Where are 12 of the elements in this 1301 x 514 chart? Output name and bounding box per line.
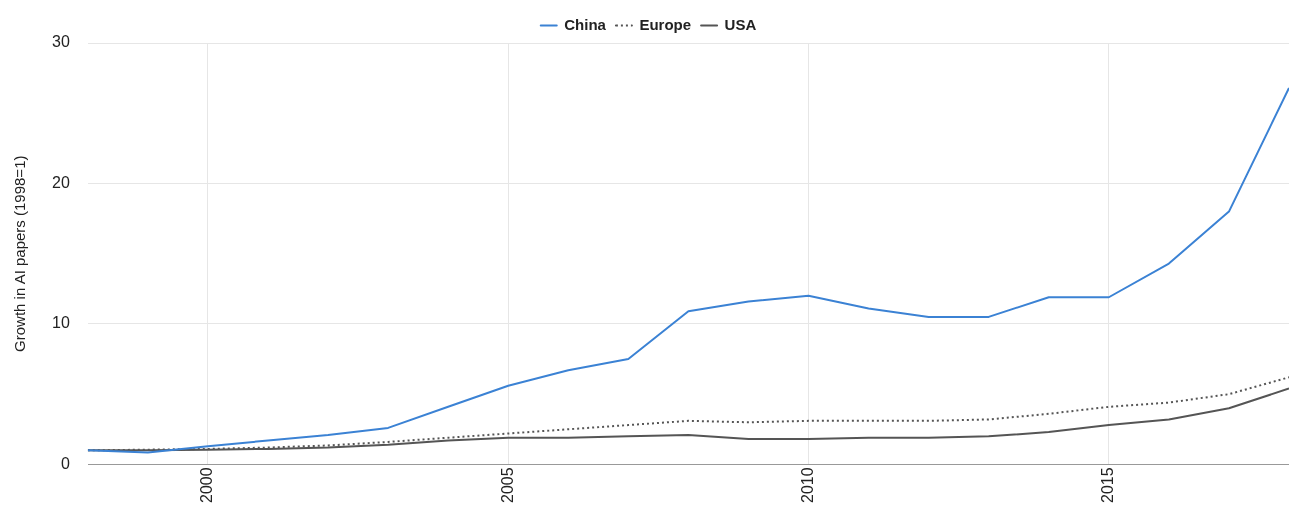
x-tick-label: 2015 <box>1099 467 1117 503</box>
legend-label: China <box>564 15 607 33</box>
x-tick-label: 2005 <box>498 467 516 503</box>
y-axis-title: Growth in AI papers (1998=1) <box>11 155 29 352</box>
y-tick-label: 0 <box>60 454 70 472</box>
x-tick-label: 2000 <box>198 467 216 503</box>
legend-label: Europe <box>639 15 692 33</box>
x-tick-label: 2010 <box>798 467 816 503</box>
legend-label: USA <box>724 15 757 33</box>
y-tick-label: 10 <box>52 314 70 332</box>
y-tick-label: 30 <box>52 33 70 51</box>
y-tick-label: 20 <box>52 173 70 191</box>
